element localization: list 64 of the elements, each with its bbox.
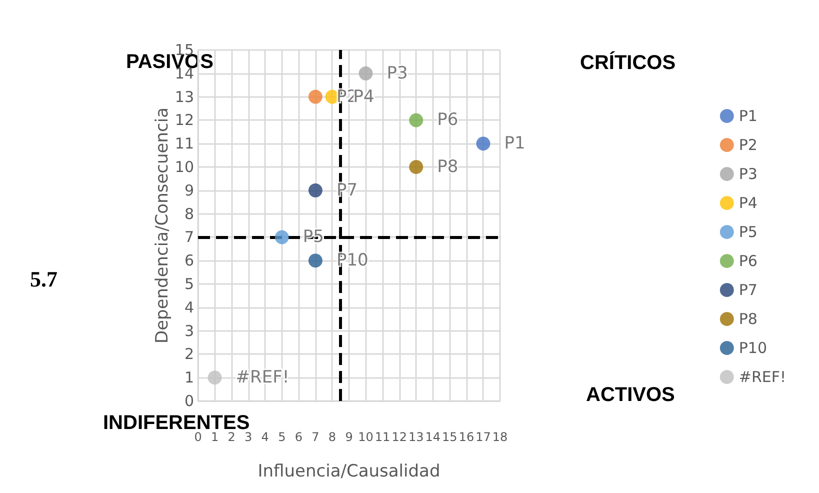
- y-tick-label: 2: [184, 345, 194, 364]
- point: [308, 183, 322, 198]
- text: P4: [353, 86, 374, 107]
- x-tick-label: 5: [278, 430, 286, 444]
- x-tick-label: 3: [244, 430, 252, 444]
- y-tick-label: 3: [184, 322, 194, 340]
- x-tick-label: 8: [328, 430, 336, 444]
- point: [476, 136, 490, 151]
- x-tick-label: 11: [374, 430, 390, 444]
- text: P7: [336, 180, 358, 200]
- text: ACTIVOS: [586, 384, 675, 406]
- legend-label: P3: [738, 165, 758, 183]
- text: CRÍTICOS: [580, 51, 676, 74]
- point: [274, 230, 289, 244]
- y-tick-label: 13: [174, 88, 194, 106]
- text: P3: [386, 63, 408, 84]
- legend-label: P4: [738, 194, 758, 212]
- legend-label: P2: [738, 136, 758, 154]
- x-tick-label: 6: [294, 430, 302, 444]
- y-axis-title: Dependencia/Consecuencia: [152, 107, 173, 344]
- legend-label: P5: [738, 223, 758, 241]
- legend-label: P1: [738, 107, 758, 125]
- x-tick-label: 12: [392, 430, 407, 444]
- legend-label: P8: [738, 310, 758, 328]
- x-tick-label: 16: [458, 430, 474, 444]
- point: [208, 370, 222, 385]
- legend-label: P6: [738, 252, 758, 270]
- x-tick-label: 17: [476, 430, 491, 444]
- y-tick-label: 12: [174, 111, 194, 130]
- x-tick-label: 2: [228, 430, 236, 444]
- text: P6: [437, 110, 458, 130]
- legend-label: #REF!: [738, 368, 786, 386]
- point: [308, 90, 322, 104]
- text: #REF!: [236, 368, 290, 388]
- x-tick-label: 7: [312, 430, 320, 444]
- x-tick-label: 10: [358, 430, 374, 444]
- x-tick-label: 18: [492, 430, 508, 444]
- y-tick-label: 8: [184, 204, 194, 223]
- y-tick-label: 9: [184, 181, 194, 200]
- x-tick-label: 13: [408, 430, 424, 444]
- x-tick-label: 1: [210, 430, 219, 444]
- x-tick-label: 4: [261, 430, 269, 444]
- y-tick-label: 6: [184, 252, 194, 270]
- point: [409, 160, 424, 174]
- y-tick-label: 11: [174, 134, 194, 153]
- y-tick-label: 4: [184, 298, 194, 316]
- legend-label: P7: [738, 281, 758, 299]
- text: P10: [336, 250, 368, 271]
- point: [308, 254, 322, 268]
- x-tick-label: 15: [442, 430, 458, 444]
- point: [409, 113, 424, 128]
- y-tick-label: 1: [184, 368, 194, 387]
- y-tick-label: 10: [174, 158, 194, 176]
- x-tick-label: 9: [345, 430, 353, 444]
- text: P1: [504, 134, 526, 154]
- x-axis-title: Influencia/Causalidad: [258, 462, 440, 482]
- point: [358, 66, 373, 80]
- legend-label: P10: [738, 339, 768, 357]
- text: P8: [437, 157, 458, 177]
- x-tick-label: 14: [425, 430, 441, 444]
- y-tick-label: 7: [184, 228, 194, 246]
- y-tick-label: 5: [184, 275, 194, 293]
- text: 5.7: [30, 266, 58, 292]
- y-tick-label: 0: [184, 392, 194, 410]
